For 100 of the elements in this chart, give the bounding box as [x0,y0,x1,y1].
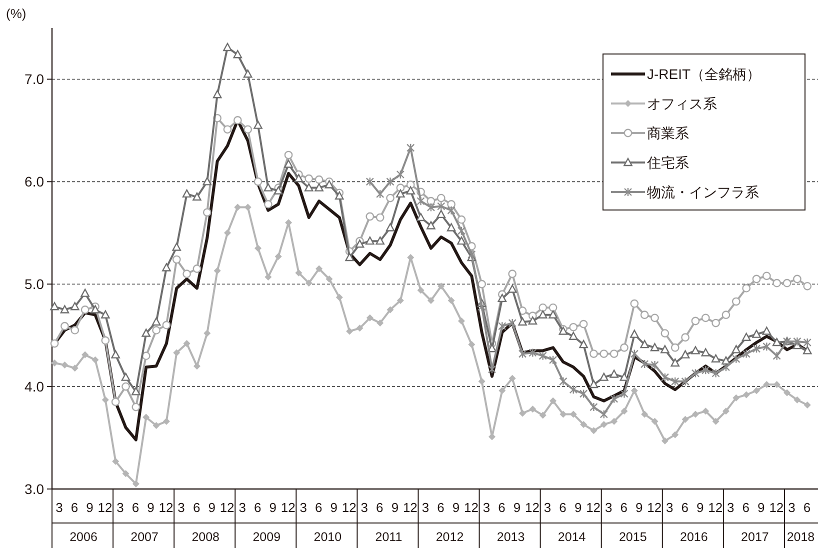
legend-label: 住宅系 [646,154,689,170]
point [548,355,558,365]
legend-label: 商業系 [647,125,689,141]
point [650,360,659,370]
point [366,177,374,186]
x-tick-label: 3 [422,500,430,515]
point [681,376,690,386]
point [468,250,476,259]
point [457,226,466,236]
x-tick-label: 9 [452,500,460,515]
x-tick-label: 9 [513,500,521,515]
x2-tick-label: 2009 [252,530,281,544]
point [538,351,547,360]
legend-label: 物流・インフラ系 [647,184,759,200]
point [610,394,618,404]
point [620,389,628,398]
x-tick-label: 12 [769,500,784,515]
point [579,389,588,398]
x-tick-label: 12 [708,500,723,515]
point [712,368,720,378]
point [752,344,761,354]
x-tick-label: 9 [86,500,94,515]
point [569,385,578,394]
x-tick-label: 12 [464,500,478,515]
x-tick-label: 9 [147,500,154,515]
x-tick-label: 6 [803,500,811,515]
point [396,170,405,180]
point [416,196,425,206]
x-tick-label: 6 [681,500,688,515]
point [406,143,415,152]
point [660,372,670,382]
x-tick-label: 3 [544,500,552,515]
x-tick-label: 3 [666,500,674,515]
x-tick-label: 6 [254,500,262,515]
point [498,322,506,331]
x2-tick-label: 2011 [375,530,402,544]
x-tick-label: 3 [604,500,612,515]
point [590,402,598,412]
x-tick-label: 12 [342,500,356,515]
x-tick-label: 9 [269,500,276,515]
x-tick-label: 3 [727,500,734,515]
y-tick-label: 3.0 [24,481,44,497]
x-tick-label: 9 [696,500,704,515]
point [772,351,781,360]
point [447,206,456,215]
point [732,354,740,364]
point [640,359,649,369]
point [426,202,436,212]
x-tick-label: 9 [758,500,765,515]
x-tick-label: 6 [132,500,140,515]
x-tick-label: 3 [238,500,246,515]
x-tick-label: 9 [391,500,399,515]
x-tick-label: 12 [586,500,601,515]
x-tick-label: 12 [647,500,662,515]
x2-tick-label: 2010 [314,530,342,544]
x-tick-label: 12 [220,500,234,515]
x-tick-label: 3 [178,500,185,515]
point [793,336,802,346]
x2-tick-label: 2013 [496,530,525,544]
point [762,342,771,352]
x-tick-label: 6 [70,500,78,515]
x-tick-label: 3 [482,500,490,515]
x-tick-label: 3 [788,500,796,515]
point [386,177,394,186]
x2-tick-label: 2006 [70,530,98,544]
point [702,366,710,375]
x-tick-label: 9 [208,500,216,515]
x2-tick-label: 2014 [558,530,586,544]
point [742,349,750,358]
point [518,349,527,358]
x2-tick-label: 2008 [192,530,220,544]
x-tick-label: 6 [620,500,628,515]
x-tick-label: 12 [158,500,174,515]
point [559,376,568,386]
point [528,348,537,358]
y-axis-title: (%) [6,6,26,21]
x2-tick-label: 2012 [436,530,464,544]
x-tick-label: 3 [116,500,124,515]
x-tick-label: 12 [98,500,112,515]
legend-label: J-REIT（全銘柄） [647,66,761,82]
x2-tick-label: 2018 [786,530,815,544]
y-tick-label: 4.0 [24,378,44,395]
x-tick-label: 6 [437,500,444,515]
x2-tick-label: 2017 [741,530,769,544]
x-tick-label: 3 [360,500,368,515]
x-tick-label: 12 [402,500,418,515]
point [437,202,446,211]
point [803,338,812,348]
legend-label: オフィス系 [647,96,717,112]
x-tick-label: 3 [300,500,307,515]
y-tick-label: 7.0 [24,71,44,88]
x-tick-label: 6 [192,500,200,515]
x2-tick-label: 2007 [130,530,159,544]
point [671,376,680,386]
x-tick-label: 12 [280,500,296,515]
x-tick-label: 12 [525,500,540,515]
y-tick-label: 5.0 [24,276,44,292]
x2-tick-label: 2016 [680,530,708,544]
point [478,302,486,312]
x-tick-label: 6 [742,500,750,515]
